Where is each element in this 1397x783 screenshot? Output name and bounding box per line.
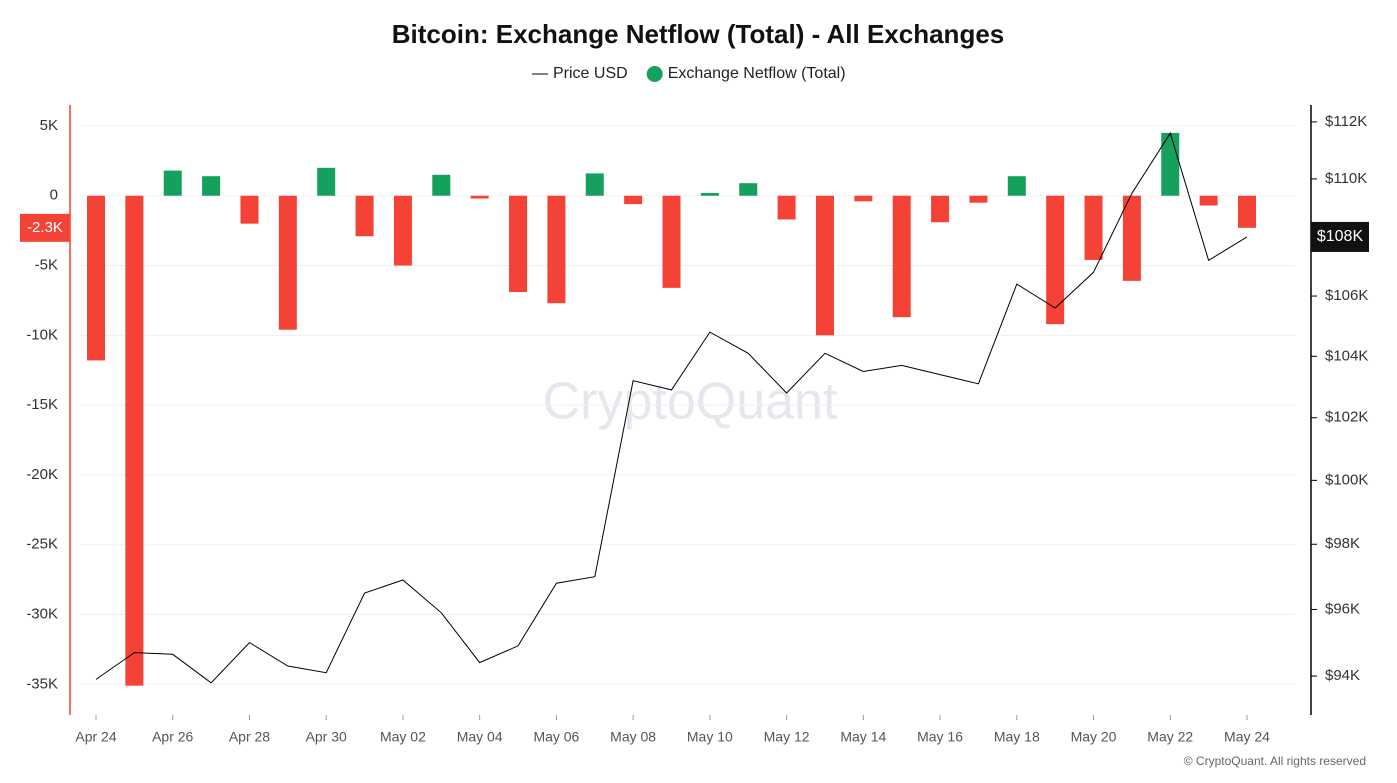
y-tick-label: -35K <box>26 675 58 692</box>
x-tick-label: May 22 <box>1147 729 1193 745</box>
x-tick-label: May 08 <box>610 729 656 745</box>
bar <box>624 195 643 205</box>
y2-tick-label: $96K <box>1325 600 1360 617</box>
x-tick-label: Apr 30 <box>306 729 347 745</box>
bar <box>125 195 144 686</box>
x-tick-label: May 04 <box>457 729 503 745</box>
x-tick-label: May 10 <box>687 729 733 745</box>
bar <box>87 195 105 361</box>
bar <box>969 195 988 203</box>
y-tick-label: -5K <box>35 256 58 273</box>
bar <box>470 195 489 199</box>
bar <box>662 195 681 288</box>
legend-label: Price USD <box>553 65 628 82</box>
watermark: CryptoQuant <box>543 373 838 431</box>
bar <box>892 195 911 318</box>
x-tick-label: May 16 <box>917 729 963 745</box>
bar <box>815 195 834 336</box>
bar <box>355 195 374 237</box>
x-tick-label: May 06 <box>533 729 579 745</box>
y-tick-label: 5K <box>40 117 58 134</box>
bar <box>931 195 950 223</box>
legend-label: Exchange Netflow (Total) <box>668 65 846 82</box>
current-price-box <box>1311 221 1369 252</box>
bar <box>509 195 528 293</box>
current-netflow-box <box>20 213 70 242</box>
x-tick-label: May 12 <box>764 729 810 745</box>
y-tick-label: -20K <box>26 466 58 483</box>
x-tick-label: May 24 <box>1224 729 1270 745</box>
footer: © CryptoQuant. All rights reserved <box>1184 754 1366 768</box>
bar <box>700 192 719 196</box>
bar <box>739 183 758 196</box>
bar <box>547 195 566 304</box>
y2-tick-label: $102K <box>1325 409 1368 426</box>
y2-tick-label: $106K <box>1325 287 1368 304</box>
x-tick-label: Apr 24 <box>75 729 116 745</box>
y2-tick-label: $98K <box>1325 535 1360 552</box>
bar <box>317 167 336 196</box>
y-tick-label: -30K <box>26 605 58 622</box>
chart-title: Bitcoin: Exchange Netflow (Total) - All … <box>392 19 1005 49</box>
y-tick-label: -25K <box>26 536 58 553</box>
y-tick-label: -10K <box>26 326 58 343</box>
y2-tick-label: $100K <box>1325 471 1368 488</box>
bar <box>1122 195 1141 281</box>
y2-tick-label: $94K <box>1325 667 1360 684</box>
current-price-label: $108K <box>1317 228 1364 245</box>
bar <box>777 195 796 220</box>
bar <box>432 174 451 196</box>
bar <box>163 170 182 196</box>
y2-tick-label: $104K <box>1325 347 1368 364</box>
y2-tick-label: $112K <box>1325 113 1367 130</box>
bar <box>278 195 297 330</box>
price-line <box>95 132 1248 684</box>
x-tick-label: Apr 26 <box>152 729 193 745</box>
bar <box>393 195 412 266</box>
bar <box>585 173 604 196</box>
x-tick-label: May 14 <box>840 729 886 745</box>
bar <box>1238 195 1256 228</box>
y-tick-label: 0 <box>50 187 58 204</box>
legend-dot <box>646 66 663 82</box>
bar <box>1084 195 1103 260</box>
y-tick-label: -15K <box>26 396 58 413</box>
y2-tick-label: $110K <box>1325 170 1367 187</box>
bar <box>240 195 259 224</box>
bar <box>854 195 873 202</box>
current-netflow-label: -2.3K <box>27 219 63 236</box>
x-tick-label: May 18 <box>994 729 1040 745</box>
bar <box>202 176 221 196</box>
bar <box>1007 176 1026 196</box>
x-tick-label: Apr 28 <box>229 729 270 745</box>
x-tick-label: May 02 <box>380 729 426 745</box>
bar <box>1046 195 1065 325</box>
bar <box>1199 195 1218 206</box>
x-tick-label: May 20 <box>1071 729 1117 745</box>
